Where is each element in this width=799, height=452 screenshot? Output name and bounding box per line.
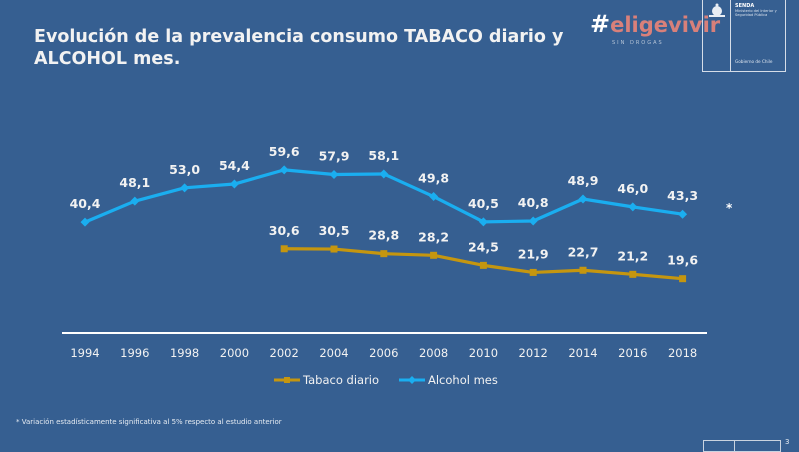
series-markers: [80, 165, 688, 283]
alcohol-mes-data-label: 59,6: [269, 144, 300, 159]
tabaco-diario-marker: [579, 266, 587, 274]
alcohol-mes-data-label: 54,4: [219, 158, 250, 173]
x-tick-label: 2016: [618, 346, 647, 360]
alcohol-mes-data-label: 40,5: [468, 196, 499, 211]
x-tick-label: 1996: [120, 346, 149, 360]
footer-frame: [703, 440, 781, 452]
alcohol-mes-data-label: 53,0: [169, 162, 200, 177]
campaign-hashtag: #: [590, 10, 611, 38]
page-number: 3: [785, 438, 790, 446]
x-axis-ticks: 1994 1996 1998 2000 2002 2004 2006 2008 2010 2012…: [70, 346, 697, 360]
significance-asterisk: *: [726, 201, 733, 215]
tabaco-diario-data-label: 24,5: [468, 239, 499, 254]
slide-title-line1: Evolución de la prevalencia consumo TABA…: [34, 27, 564, 47]
alcohol-mes-data-label: 48,1: [119, 175, 150, 190]
x-tick-label: 1994: [70, 346, 99, 360]
x-tick-label: 2004: [319, 346, 348, 360]
coat-of-arms-icon: [709, 3, 725, 17]
tabaco-diario-data-label: 30,6: [269, 223, 300, 238]
slide-title: Evolución de la prevalencia consumo TABA…: [34, 26, 574, 70]
alcohol-mes-data-label: 46,0: [617, 181, 648, 196]
data-labels: 30,6 30,5 28,8 28,2 24,5 21,9 22,7 21,2 19,6 40,4…: [70, 144, 699, 268]
alcohol-mes-marker: [678, 209, 688, 219]
tabaco-diario-marker: [629, 270, 637, 278]
government-name: Gobierno de Chile: [735, 59, 773, 64]
alcohol-mes-marker: [329, 170, 339, 180]
tabaco-diario-data-label: 22,7: [568, 244, 599, 259]
alcohol-mes-marker: [628, 202, 638, 212]
x-tick-label: 2008: [419, 346, 448, 360]
alcohol-mes-data-label: 40,4: [70, 196, 101, 211]
tabaco-diario-marker: [330, 245, 338, 253]
alcohol-mes-marker: [279, 165, 289, 175]
campaign-subtitle: SIN DROGAS: [612, 40, 664, 46]
tabaco-diario-data-label: 30,5: [319, 223, 350, 238]
alcohol-mes-marker: [80, 217, 90, 227]
campaign-word-elige: elige: [610, 13, 669, 37]
chart-legend: Tabaco diario Alcohol mes: [274, 373, 498, 387]
x-tick-label: 2000: [220, 346, 249, 360]
footnote: * Variación estadísticamente significati…: [16, 418, 282, 426]
tabaco-diario-data-label: 21,2: [617, 248, 648, 263]
tabaco-diario-data-label: 28,8: [368, 228, 399, 243]
alcohol-mes-marker: [478, 217, 488, 227]
x-tick-label: 2002: [270, 346, 299, 360]
tabaco-diario-marker: [529, 268, 537, 276]
tabaco-diario-data-label: 28,2: [418, 229, 449, 244]
alcohol-mes-marker: [429, 192, 439, 202]
tabaco-diario-marker: [380, 250, 388, 258]
x-tick-label: 2006: [369, 346, 398, 360]
alcohol-mes-marker: [528, 216, 538, 226]
alcohol-mes-data-label: 58,1: [368, 148, 399, 163]
legend-marker-alcohol-mes: [408, 376, 416, 384]
tabaco-diario-marker: [430, 251, 438, 259]
tabaco-diario-marker: [479, 261, 487, 269]
legend-label-tabaco-diario: Tabaco diario: [302, 373, 379, 387]
alcohol-mes-marker: [379, 169, 389, 179]
slide-title-line2: ALCOHOL mes.: [34, 49, 181, 69]
agency-name: SENDA: [735, 3, 755, 9]
alcohol-mes-data-label: 49,8: [418, 171, 449, 186]
alcohol-mes-marker: [180, 183, 190, 193]
alcohol-mes-marker: [229, 179, 239, 189]
x-tick-label: 2018: [668, 346, 697, 360]
legend-label-alcohol-mes: Alcohol mes: [428, 373, 498, 387]
x-tick-label: 2010: [469, 346, 498, 360]
government-logo: SENDA Ministerio del Interior y Segurida…: [702, 0, 786, 72]
legend-marker-tabaco-diario: [284, 377, 290, 383]
tabaco-diario-data-label: 21,9: [518, 246, 549, 261]
alcohol-mes-data-label: 48,9: [568, 173, 599, 188]
tabaco-diario-marker: [280, 245, 288, 253]
footer-divider: [734, 441, 735, 451]
x-tick-label: 2012: [519, 346, 548, 360]
alcohol-mes-data-label: 57,9: [319, 149, 350, 164]
tabaco-diario-data-label: 19,6: [667, 253, 698, 268]
x-tick-label: 2014: [568, 346, 597, 360]
alcohol-mes-data-label: 43,3: [667, 188, 698, 203]
alcohol-mes-marker: [130, 196, 140, 206]
x-tick-label: 1998: [170, 346, 199, 360]
alcohol-mes-marker: [578, 194, 588, 204]
tabaco-diario-marker: [679, 275, 687, 283]
ministry-name: Ministerio del Interior y Seguridad Públ…: [735, 9, 777, 17]
alcohol-mes-data-label: 40,8: [518, 195, 549, 210]
logo-divider: [730, 0, 731, 71]
